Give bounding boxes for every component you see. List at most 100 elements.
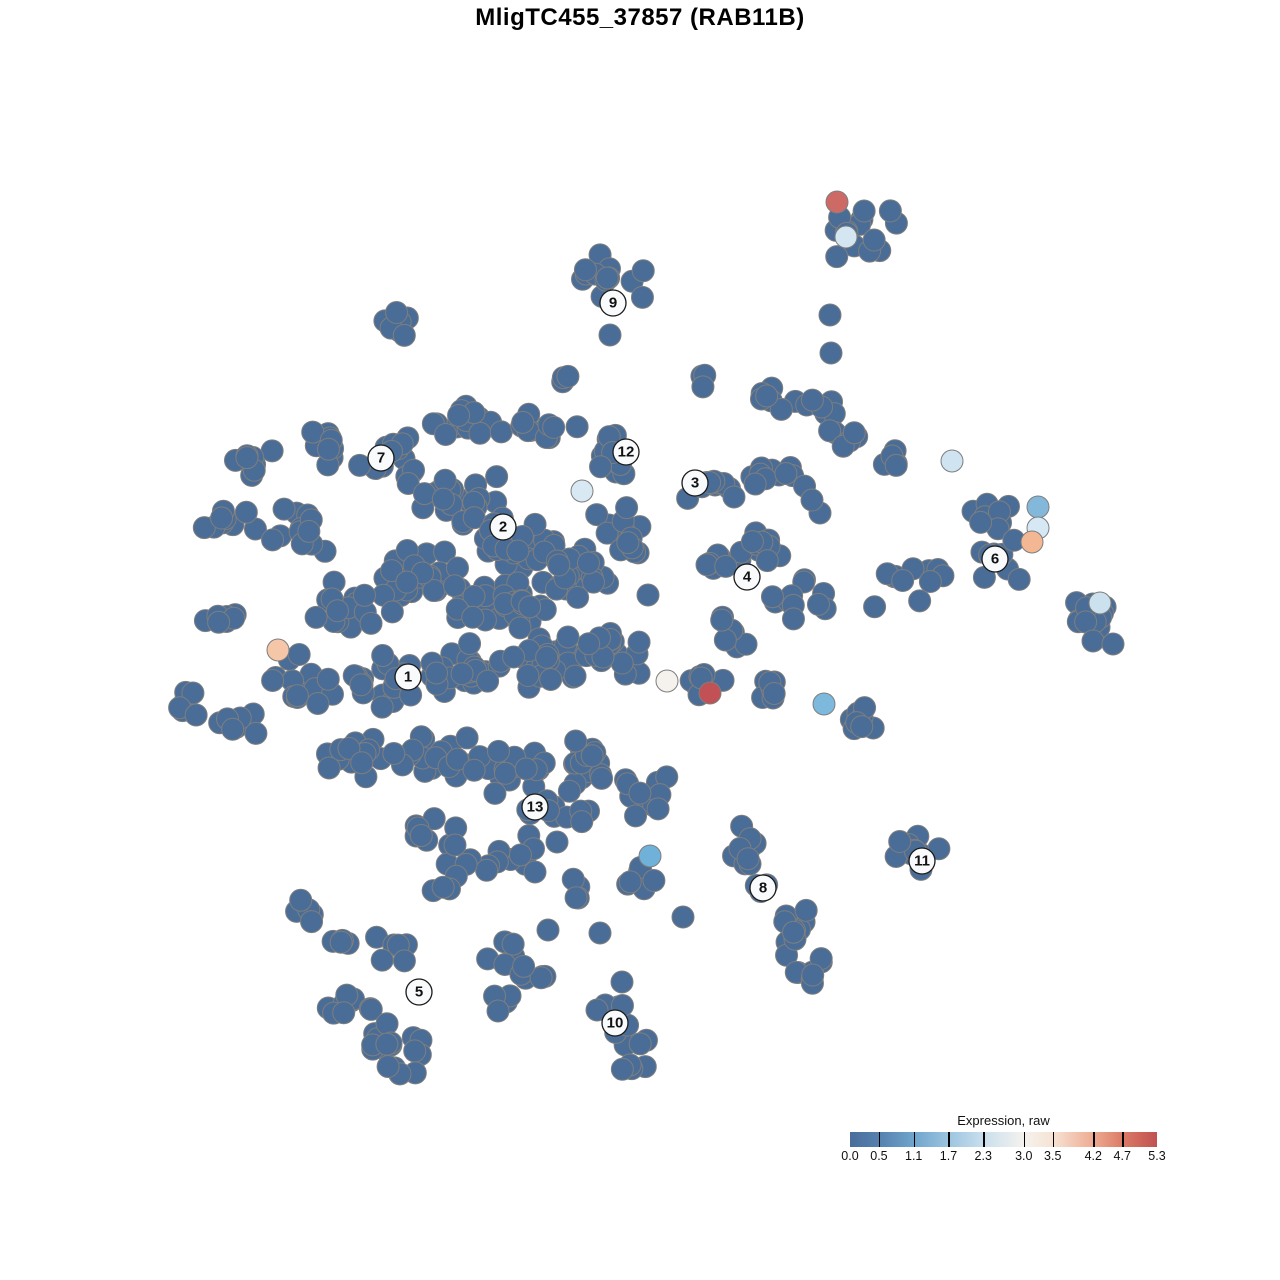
data-point xyxy=(545,830,569,854)
data-point xyxy=(615,496,639,520)
data-point xyxy=(332,1001,356,1025)
cluster-label-text: 6 xyxy=(991,551,999,568)
cluster-label-text: 5 xyxy=(415,984,423,1001)
cluster-label-circle xyxy=(405,978,433,1006)
legend-tick-label: 4.7 xyxy=(1113,1149,1131,1163)
data-point xyxy=(376,1055,400,1079)
data-point xyxy=(235,446,259,470)
expression-data-point xyxy=(812,692,836,716)
expression-data-point xyxy=(638,844,662,868)
data-point xyxy=(564,729,588,753)
legend-title: Expression, raw xyxy=(957,1113,1050,1128)
data-point xyxy=(475,858,499,882)
data-point xyxy=(862,228,886,252)
data-point xyxy=(443,833,467,857)
data-point xyxy=(825,245,849,269)
chart-title: MligTC455_37857 (RAB11B) xyxy=(475,4,805,31)
data-point xyxy=(476,669,500,693)
data-point xyxy=(740,530,764,554)
data-point xyxy=(646,797,670,821)
data-point xyxy=(508,616,532,640)
data-point xyxy=(755,549,779,573)
data-point xyxy=(570,810,594,834)
cluster-label-text: 8 xyxy=(759,880,767,897)
data-point xyxy=(529,966,553,990)
legend-tick-label: 0.5 xyxy=(870,1149,888,1163)
legend-tick xyxy=(1122,1132,1124,1147)
legend-tick xyxy=(913,1132,916,1147)
data-point xyxy=(304,605,328,629)
legend-tick-label: 3.5 xyxy=(1044,1149,1062,1163)
data-point xyxy=(743,472,767,496)
data-point xyxy=(425,661,449,685)
data-point xyxy=(445,747,469,771)
data-point xyxy=(566,585,590,609)
data-point xyxy=(536,918,560,942)
data-point xyxy=(618,870,642,894)
data-point xyxy=(722,485,746,509)
expression-data-point xyxy=(1088,591,1112,615)
cluster-label-circle xyxy=(908,847,936,875)
cluster-label-circle xyxy=(489,513,517,541)
data-point xyxy=(762,681,786,705)
legend-tick-labels: 0.0 0.5 1.1 1.7 2.3 3.0 3.5 4.2 4.7 5.3 xyxy=(841,1149,1165,1165)
data-point xyxy=(300,910,324,934)
expression-data-point xyxy=(940,449,964,473)
data-point xyxy=(316,437,340,461)
data-point xyxy=(461,605,485,629)
data-point xyxy=(409,823,433,847)
data-point xyxy=(380,600,404,624)
data-point xyxy=(221,717,245,741)
cluster-label-text: 10 xyxy=(607,1015,624,1032)
expression-data-point xyxy=(1020,530,1044,554)
cluster-label-circle xyxy=(521,793,549,821)
data-point xyxy=(382,741,406,765)
data-point xyxy=(710,608,734,632)
cluster-label-circle xyxy=(394,663,422,691)
data-point xyxy=(375,1012,399,1036)
expression-data-point xyxy=(1026,495,1050,519)
data-point xyxy=(325,599,349,623)
legend-colorbar xyxy=(850,1132,1157,1147)
cluster-label-text: 9 xyxy=(609,295,617,312)
expression-data-point xyxy=(698,681,722,705)
data-point xyxy=(800,488,824,512)
data-point xyxy=(842,421,866,445)
data-point xyxy=(493,761,517,785)
data-point xyxy=(455,726,479,750)
data-point xyxy=(628,1032,652,1056)
data-point xyxy=(349,673,373,697)
data-point xyxy=(316,667,340,691)
data-point xyxy=(518,595,542,619)
data-point xyxy=(576,551,600,575)
data-point xyxy=(359,611,383,635)
data-point xyxy=(207,610,231,634)
cluster-label-text: 4 xyxy=(743,569,752,586)
data-point xyxy=(671,905,695,929)
expression-data-point xyxy=(266,638,290,662)
data-point xyxy=(511,410,535,434)
data-point xyxy=(908,589,932,613)
data-point xyxy=(801,963,825,987)
data-point xyxy=(589,455,613,479)
data-point xyxy=(774,461,798,485)
data-point xyxy=(642,869,666,893)
cluster-label-circle xyxy=(681,469,709,497)
cluster-label-text: 7 xyxy=(377,450,385,467)
cluster-label-circle xyxy=(367,444,395,472)
data-point xyxy=(1101,632,1125,656)
data-point xyxy=(585,503,609,527)
data-point xyxy=(181,681,205,705)
data-point xyxy=(392,949,416,973)
data-point xyxy=(782,920,806,944)
data-point xyxy=(468,421,492,445)
data-point xyxy=(285,684,309,708)
cluster-label-text: 13 xyxy=(527,799,544,816)
cluster-label-text: 11 xyxy=(914,853,930,870)
data-point xyxy=(891,569,915,593)
data-point xyxy=(806,592,830,616)
data-point xyxy=(486,999,510,1023)
data-point xyxy=(317,756,341,780)
data-point xyxy=(450,662,474,686)
